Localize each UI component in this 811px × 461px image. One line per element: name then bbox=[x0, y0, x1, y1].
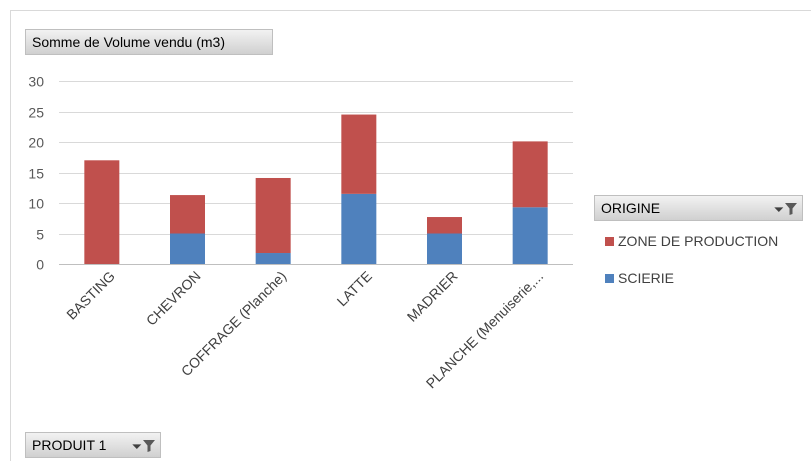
filter-dropdown-icon[interactable]: ⏷ bbox=[774, 198, 798, 222]
bar-segment[interactable] bbox=[512, 207, 548, 264]
x-tick-label: LATTE bbox=[334, 268, 375, 309]
value-field-label: Somme de Volume vendu (m3) bbox=[32, 34, 225, 50]
axis-field-label: PRODUIT 1 bbox=[32, 437, 107, 453]
legend-item-zone-de-production: ZONE DE PRODUCTION bbox=[605, 232, 778, 250]
x-tick-label: CHEVRON bbox=[143, 268, 204, 329]
bar-segment[interactable] bbox=[341, 114, 377, 194]
bar-segment[interactable] bbox=[512, 141, 548, 208]
x-tick-label: BASTING bbox=[63, 268, 118, 323]
chart-left-border bbox=[10, 10, 11, 461]
y-tick-label: 20 bbox=[28, 135, 44, 151]
bar-segment[interactable] bbox=[427, 233, 462, 265]
legend-label-scierie: SCIERIE bbox=[618, 270, 675, 286]
legend-label-zone: ZONE DE PRODUCTION bbox=[618, 233, 779, 249]
bar-segment[interactable] bbox=[255, 253, 291, 264]
legend-field-label: ORIGINE bbox=[601, 200, 661, 216]
legend-swatch-zone bbox=[605, 237, 614, 246]
y-tick-label: 5 bbox=[36, 227, 44, 243]
bar-segment[interactable] bbox=[170, 195, 205, 234]
legend-swatch-scierie bbox=[605, 274, 614, 283]
bar-segment[interactable] bbox=[341, 193, 377, 264]
bar-segment[interactable] bbox=[427, 217, 462, 234]
x-tick-label: MADRIER bbox=[404, 268, 461, 325]
legend-field-button[interactable]: ORIGINE ⏷ bbox=[594, 195, 803, 221]
bars bbox=[84, 114, 548, 265]
gridlines bbox=[59, 81, 573, 265]
y-tick-label: 30 bbox=[28, 74, 44, 90]
y-tick-label: 10 bbox=[28, 196, 44, 212]
axis-field-button[interactable]: PRODUIT 1 ⏷ bbox=[25, 432, 161, 458]
bar-segment[interactable] bbox=[84, 160, 120, 264]
y-axis-ticks: 0 5 10 15 20 25 30 bbox=[28, 74, 44, 273]
bar-segment[interactable] bbox=[170, 233, 205, 265]
legend-item-scierie: SCIERIE bbox=[605, 269, 674, 287]
value-field-button[interactable]: Somme de Volume vendu (m3) bbox=[25, 29, 273, 55]
filter-dropdown-icon[interactable]: ⏷ bbox=[132, 435, 156, 459]
bar-segment[interactable] bbox=[255, 177, 291, 254]
y-tick-label: 15 bbox=[28, 166, 44, 182]
y-tick-label: 25 bbox=[28, 105, 44, 121]
chart-top-border bbox=[10, 10, 811, 11]
y-tick-label: 0 bbox=[36, 257, 44, 273]
